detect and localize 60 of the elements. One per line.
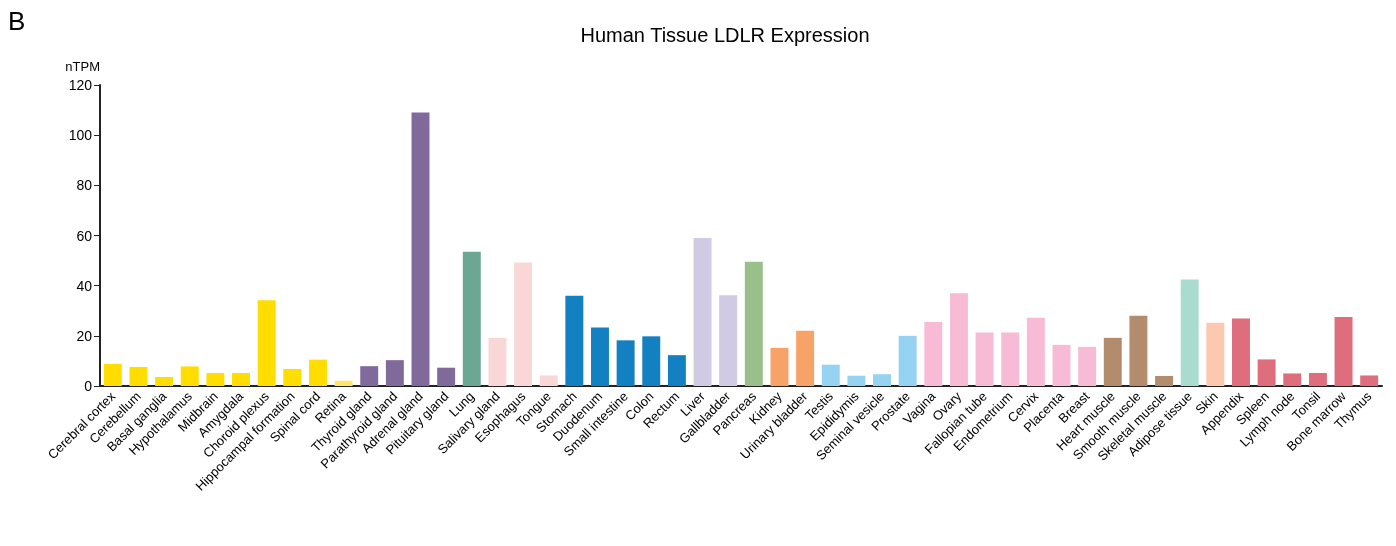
bar bbox=[949, 293, 968, 386]
bar bbox=[488, 337, 507, 386]
bar bbox=[693, 238, 712, 386]
bar bbox=[744, 261, 763, 386]
bar bbox=[616, 340, 635, 386]
y-tick-label: 40 bbox=[76, 277, 93, 294]
bar bbox=[1180, 279, 1199, 386]
bar bbox=[924, 322, 943, 386]
bar bbox=[437, 367, 456, 386]
bar bbox=[232, 372, 250, 386]
bar bbox=[667, 355, 686, 386]
bar bbox=[1334, 317, 1353, 386]
bar bbox=[719, 295, 738, 386]
bar bbox=[385, 360, 404, 386]
bar bbox=[1078, 346, 1097, 386]
bar bbox=[1052, 344, 1071, 386]
bar bbox=[591, 327, 609, 386]
bar bbox=[129, 366, 148, 386]
y-tick-label: 80 bbox=[76, 177, 93, 194]
y-tick-label: 100 bbox=[68, 127, 93, 144]
bar bbox=[206, 372, 225, 386]
chart-title: Human Tissue LDLR Expression bbox=[580, 24, 870, 46]
y-tick-label: 120 bbox=[68, 77, 93, 93]
y-tick-label: 0 bbox=[84, 378, 93, 394]
y-tick-label: 20 bbox=[76, 327, 93, 344]
bar bbox=[1232, 318, 1250, 386]
bar bbox=[1001, 332, 1020, 386]
bar bbox=[360, 366, 379, 386]
bar bbox=[770, 347, 789, 386]
bar bbox=[565, 295, 584, 386]
bar bbox=[1308, 372, 1327, 386]
bar bbox=[283, 368, 302, 386]
bar bbox=[821, 364, 840, 386]
bar bbox=[514, 262, 533, 386]
bar bbox=[642, 336, 661, 386]
bar bbox=[847, 375, 866, 386]
bar bbox=[1129, 315, 1148, 386]
bar bbox=[411, 112, 430, 386]
bar bbox=[308, 359, 327, 386]
bar bbox=[1360, 375, 1379, 386]
bar bbox=[975, 332, 994, 386]
bar bbox=[334, 380, 353, 386]
bar bbox=[180, 366, 199, 386]
bar bbox=[873, 374, 891, 386]
bar bbox=[898, 335, 917, 386]
bar bbox=[1257, 359, 1276, 386]
bar bbox=[539, 375, 558, 386]
bar bbox=[462, 251, 481, 386]
bar bbox=[1283, 373, 1302, 386]
bar bbox=[257, 300, 276, 386]
bar bbox=[1206, 322, 1225, 386]
bar bbox=[1103, 337, 1122, 386]
y-axis-title: nTPM bbox=[65, 59, 100, 74]
bar bbox=[796, 330, 815, 386]
text: B bbox=[8, 6, 26, 36]
bar bbox=[103, 363, 122, 386]
bar bbox=[1026, 317, 1045, 386]
y-tick-label: 60 bbox=[76, 227, 93, 244]
bar bbox=[155, 376, 174, 386]
bar bbox=[1155, 375, 1174, 386]
